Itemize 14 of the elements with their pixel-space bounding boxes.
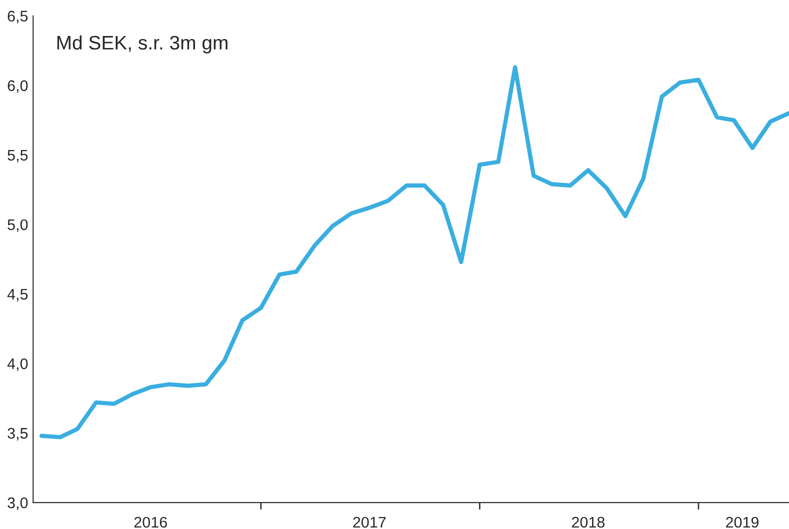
y-tick-label: 6,5 [8, 10, 28, 24]
text: Md SEK, s.r. 3m gm [57, 35, 228, 54]
y-tick-label: 4,5 [7, 289, 28, 302]
x-tick-label: 2019 [726, 516, 759, 528]
y-tick-label: 5,5 [8, 150, 28, 162]
x-tick-label: 2017 [353, 516, 386, 528]
x-tick-label: 2018 [572, 516, 605, 528]
y-tick-label: 4,0 [7, 358, 28, 371]
y-tick-label: 3,0 [8, 497, 28, 510]
x-tick-label: 2016 [134, 516, 167, 528]
y-tick-label: 5,0 [8, 219, 28, 232]
y-tick-label: 3,5 [8, 428, 28, 441]
line-series [39, 65, 789, 440]
y-tick-label: 6,0 [8, 80, 28, 93]
